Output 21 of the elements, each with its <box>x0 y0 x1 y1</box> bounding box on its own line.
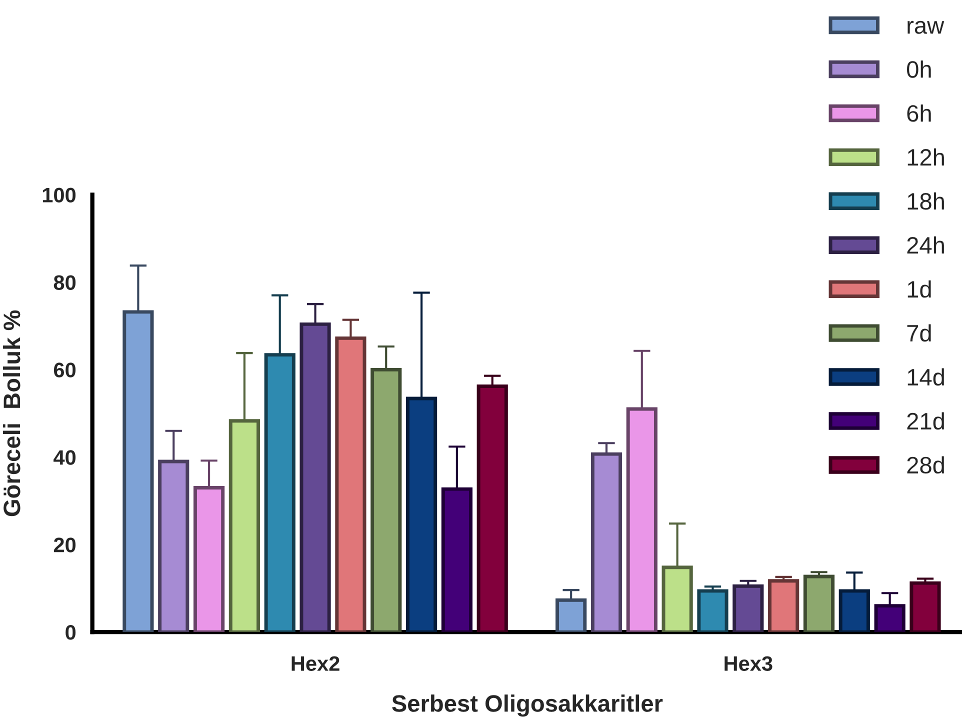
y-tick-label: 0 <box>66 625 76 640</box>
legend-label: 14d <box>908 368 944 386</box>
legend-label: raw <box>908 20 944 34</box>
y-tick-label: 100 <box>42 188 76 203</box>
legend-label: 24h <box>907 236 944 254</box>
legend-label: 18h <box>908 192 944 210</box>
y-tick-label: 60 <box>54 362 76 378</box>
x-axis-title: Serbest Oligosakkaritler <box>392 694 663 717</box>
x-tick-label: Hex3 <box>724 656 772 671</box>
y-tick-label: 40 <box>54 450 76 465</box>
y-axis-title: Göreceli Bolluk % <box>2 310 20 516</box>
x-tick-label: Hex2 <box>292 656 340 671</box>
legend-label: 12h <box>908 148 944 166</box>
legend-label: 7d <box>907 324 931 342</box>
legend-label: 6h <box>907 104 931 122</box>
legend-label: 21d <box>907 412 944 430</box>
legend-label: 1d <box>908 280 931 298</box>
legend-label: 0h <box>907 60 931 78</box>
y-tick-label: 80 <box>54 275 76 290</box>
y-tick-label: 20 <box>54 538 76 552</box>
legend-label: 28d <box>907 456 944 474</box>
